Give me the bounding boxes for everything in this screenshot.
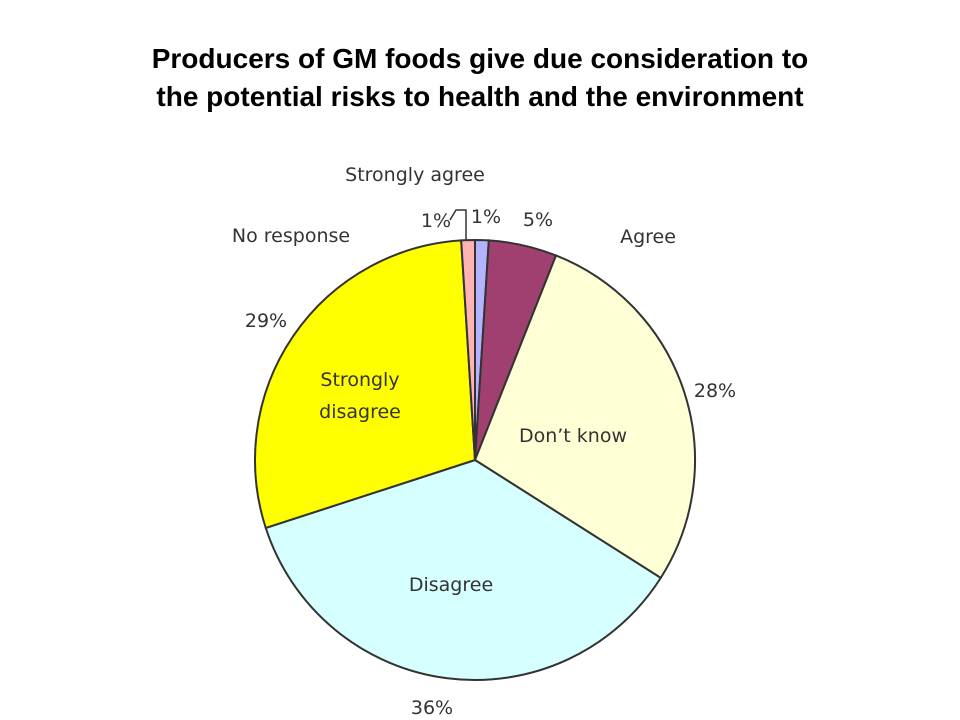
chart-title: Producers of GM foods give due considera… — [0, 40, 960, 116]
slice-percent-agree: 5% — [523, 209, 553, 231]
pie-slice-no-response — [460, 238, 476, 461]
slice-label-strongly-agree: Strongly agree — [345, 164, 485, 186]
slice-label-strongly-disagree: Strongly disagree — [319, 369, 401, 423]
pie-slice-don-t-know — [473, 254, 696, 580]
slice-percent-disagree: 36% — [411, 697, 453, 719]
slice-label-agree: Agree — [620, 226, 676, 248]
leader-line-no-response — [449, 209, 467, 240]
pie-slice-disagree — [264, 458, 663, 681]
slice-label-don-t-know: Don’t know — [519, 425, 627, 447]
chart-title-line-1: Producers of GM foods give due considera… — [151, 43, 809, 74]
slice-label-disagree: Disagree — [409, 574, 493, 596]
slice-percent-strongly-disagree: 29% — [245, 310, 287, 332]
slice-percent-no-response: 1% — [421, 210, 451, 232]
slice-percent-strongly-agree: 1% — [471, 206, 501, 228]
slice-label-no-response: No response — [232, 225, 350, 247]
chart-title-line-2: the potential risks to health and the en… — [156, 81, 804, 112]
slice-percent-don-t-know: 28% — [694, 380, 736, 402]
pie-slice-strongly-disagree — [254, 239, 477, 530]
